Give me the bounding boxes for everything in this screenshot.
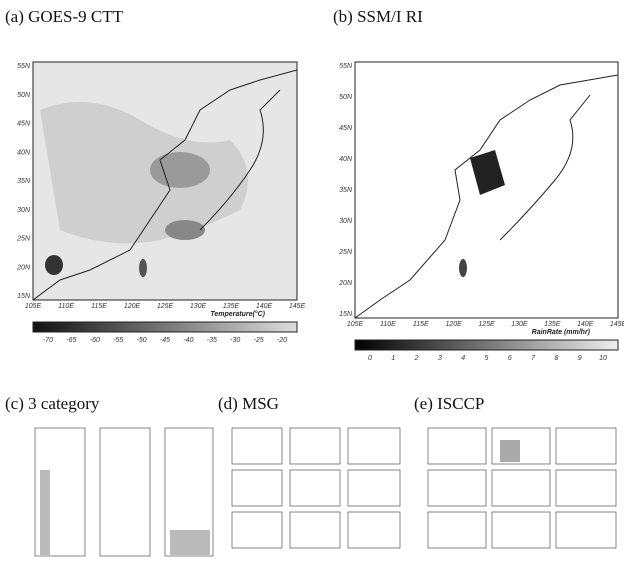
colorbar-tick: 1: [391, 355, 395, 362]
lat-label: 25N: [338, 249, 353, 256]
panel-title: (a) GOES-9 CTT: [5, 7, 124, 26]
map: [32, 61, 298, 301]
lat-label: 20N: [338, 280, 353, 287]
colorbar-tick: -60: [90, 337, 100, 344]
lat-label: 45N: [339, 125, 353, 132]
lat-label: 25N: [16, 236, 31, 243]
panel-title: (d) MSG: [218, 394, 279, 413]
lat-label: 50N: [339, 94, 353, 101]
lat-label: 15N: [339, 311, 353, 318]
colorbar-tick: 0: [368, 355, 372, 362]
colorbar-tick: 10: [599, 355, 607, 362]
colorbar-tick: -65: [66, 337, 76, 344]
lon-label: 130E: [511, 321, 528, 328]
colorbar-tick: -20: [277, 337, 287, 344]
colorbar-tick: -25: [254, 337, 264, 344]
lat-label: 50N: [17, 92, 31, 99]
colorbar-tick: 4: [461, 355, 465, 362]
lat-label: 55N: [17, 63, 31, 70]
scatter-panels: [34, 427, 617, 557]
lon-label: 120E: [124, 303, 141, 310]
panel-title: (e) ISCCP: [414, 394, 484, 413]
colorbar-tick: -55: [113, 337, 123, 344]
lat-label: 55N: [339, 63, 353, 70]
lat-label: 35N: [339, 187, 353, 194]
lat-label: 30N: [17, 207, 31, 214]
colorbar-tick: 9: [578, 355, 582, 362]
colorbar-tick: 6: [508, 355, 512, 362]
colorbar: [354, 339, 619, 351]
lat-label: 35N: [17, 178, 31, 185]
colorbar-tick: 5: [485, 355, 489, 362]
colorbar-tick: 7: [531, 355, 536, 362]
colorbar-tick: -50: [137, 337, 147, 344]
lon-label: 110E: [58, 303, 74, 310]
lat-label: 45N: [17, 121, 31, 128]
lat-label: 30N: [339, 218, 353, 225]
lon-label: 145E: [610, 321, 624, 328]
map: [354, 61, 619, 319]
lon-label: 130E: [190, 303, 207, 310]
colorbar-tick: -45: [160, 337, 170, 344]
lon-label: 120E: [445, 321, 462, 328]
colorbar-label: Temperature(°C): [210, 310, 265, 318]
lon-label: 105E: [347, 321, 364, 328]
lat-label: 20N: [16, 264, 31, 271]
lon-label: 115E: [91, 303, 107, 310]
colorbar: [32, 321, 298, 333]
lat-label: 40N: [339, 156, 353, 163]
lon-label: 125E: [157, 303, 174, 310]
panel-title: (c) 3 category: [5, 394, 100, 413]
lat-label: 40N: [17, 149, 31, 156]
lon-label: 135E: [544, 321, 561, 328]
colorbar-tick: 3: [438, 355, 442, 362]
colorbar-tick: 2: [414, 355, 419, 362]
colorbar-tick: -40: [183, 337, 193, 344]
lon-label: 125E: [478, 321, 495, 328]
colorbar-tick: -30: [230, 337, 240, 344]
lon-label: 110E: [380, 321, 396, 328]
lon-label: 115E: [413, 321, 429, 328]
lat-label: 15N: [17, 293, 31, 300]
lon-label: 135E: [223, 303, 240, 310]
lon-label: 140E: [256, 303, 273, 310]
colorbar-tick: -70: [43, 337, 53, 344]
lon-label: 105E: [25, 303, 42, 310]
lon-label: 145E: [289, 303, 306, 310]
lon-label: 140E: [577, 321, 594, 328]
colorbar-tick: -35: [207, 337, 217, 344]
colorbar-label: RainRate (mm/hr): [532, 329, 591, 336]
colorbar-tick: 8: [554, 355, 558, 362]
panel-title: (b) SSM/I RI: [333, 7, 423, 26]
